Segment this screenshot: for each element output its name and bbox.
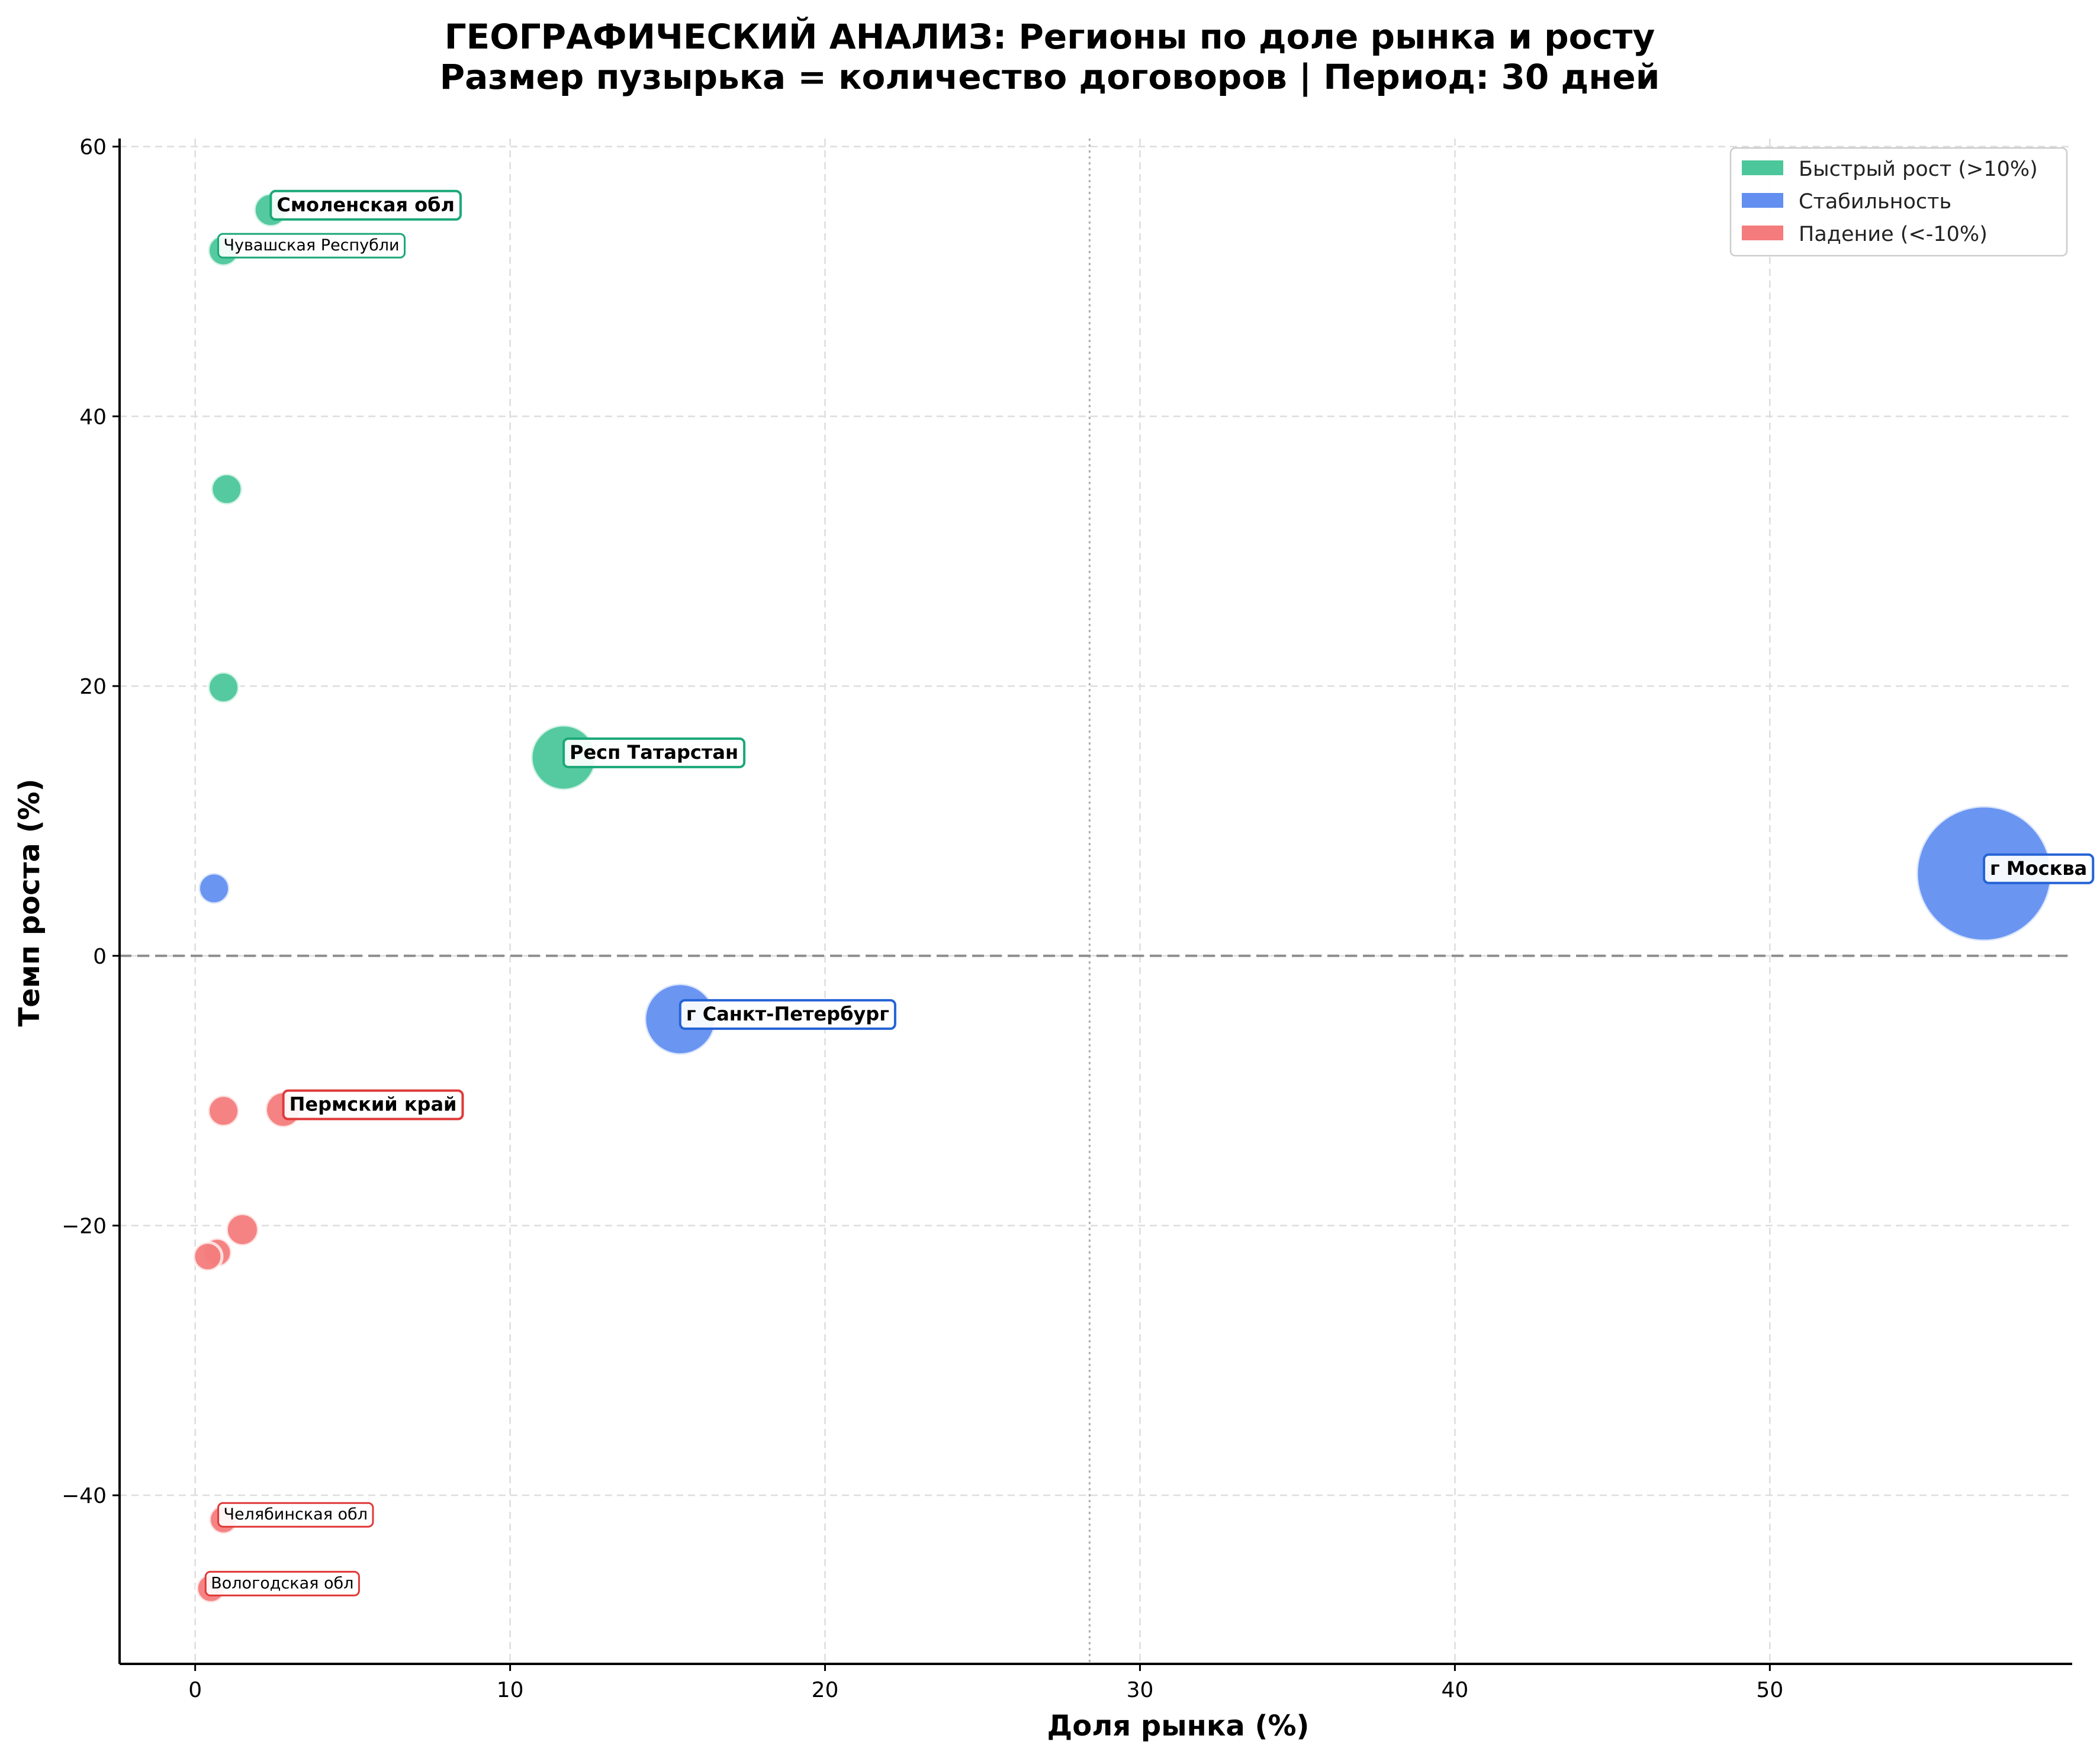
bubble-label-box (269, 189, 462, 221)
bubble-stable (197, 871, 231, 906)
x-axis-label: Доля рынка (%) (1047, 1709, 1310, 1743)
bubble-label-box (562, 737, 746, 768)
y-tick-label: 60 (79, 136, 107, 160)
reference-lines (120, 139, 2072, 1664)
bubble-label: Вологодская обл (211, 1574, 353, 1592)
legend-label-stable: Стабильность (1799, 190, 1951, 214)
bubble-label: Пермский край (290, 1093, 457, 1116)
chart-title-line1: ГЕОГРАФИЧЕСКИЙ АНАЛИЗ: Регионы по доле р… (445, 16, 1655, 57)
y-tick-label: 40 (79, 405, 107, 429)
legend-label-growth: Быстрый рост (>10%) (1799, 157, 2038, 181)
bubble-decline (224, 1212, 260, 1247)
chart-title-line2: Размер пузырька = количество договоров |… (440, 57, 1660, 97)
y-tick-label: 0 (93, 945, 107, 969)
grid-lines (120, 139, 2072, 1664)
y-axis-label: Темп роста (%) (13, 778, 46, 1026)
y-tick-label: −40 (62, 1484, 107, 1508)
bubble-label-box (678, 999, 896, 1030)
legend-swatch-decline (1742, 226, 1783, 240)
bubble-label: Челябинская обл (224, 1505, 368, 1524)
x-tick-label: 0 (188, 1678, 202, 1702)
bubble-label-box (217, 1502, 374, 1528)
y-tick-label: −20 (62, 1214, 107, 1238)
x-tick-label: 30 (1127, 1678, 1154, 1702)
legend-swatch-stable (1742, 193, 1783, 208)
ticks: 0 10 20 30 40 50 −40 −20 0 20 40 60 (62, 136, 1783, 1702)
bubble-label: Чувашская Республи (224, 236, 400, 255)
legend: Быстрый рост (>10%) Стабильность Падение (… (1729, 147, 2068, 257)
x-tick-label: 20 (812, 1678, 839, 1702)
axes (118, 139, 2072, 1665)
legend-box (1729, 147, 2068, 257)
bubble-label-box (1983, 853, 2095, 884)
x-tick-label: 10 (497, 1678, 524, 1702)
bubble-label-box (282, 1089, 464, 1121)
bubble-label: Респ Татарстан (570, 741, 738, 764)
bubble-label: Смоленская обл (276, 194, 455, 216)
bubble-label-box (204, 1570, 360, 1596)
annotations: Смоленская обл Чувашская Республи Респ Тат… (204, 189, 2095, 1596)
y-tick-label: 20 (79, 675, 107, 699)
bubble-label: г Санкт-Петербург (686, 1003, 889, 1025)
x-tick-label: 40 (1442, 1678, 1469, 1702)
bubble-growth (207, 670, 241, 704)
bubble-decline (207, 1094, 241, 1128)
bubble-label: г Москва (1990, 857, 2087, 880)
x-tick-label: 50 (1756, 1678, 1783, 1702)
legend-swatch-growth (1742, 160, 1783, 175)
bubble-label-box (217, 233, 406, 259)
legend-label-decline: Падение (<-10%) (1799, 223, 1988, 246)
bubble-decline (192, 1241, 224, 1273)
bubble-growth (210, 472, 244, 506)
